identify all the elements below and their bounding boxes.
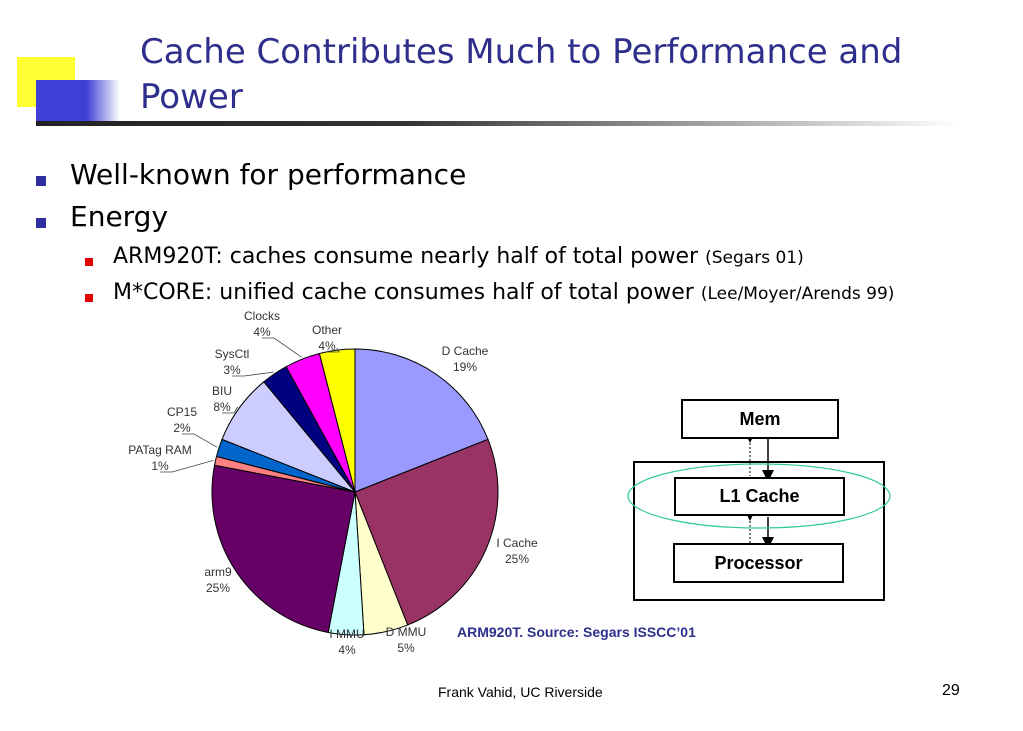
bullet-marker (36, 218, 46, 228)
bullet-performance: Well-known for performance (70, 158, 467, 191)
slide-title: Cache Contributes Much to Performance an… (140, 30, 960, 120)
sub-bullet-marker (85, 294, 93, 302)
pie-label-value: 2% (173, 421, 191, 435)
figure-caption: ARM920T. Source: Segars ISSCC’01 (457, 624, 696, 640)
footer-author: Frank Vahid, UC Riverside (438, 684, 603, 700)
l1-cache-box: L1 Cache (674, 477, 845, 516)
pie-label-name: SysCtl (215, 347, 250, 361)
pie-slice-d-cache (354, 348, 489, 493)
slide-title-line2: Power (140, 77, 243, 117)
power-pie-chart: D Cache 19% I Cache 25% D MMU 5% I MMU 4% arm9 25… (128, 309, 538, 657)
pie-label-value: 25% (206, 581, 230, 595)
pie-leader-line (262, 337, 302, 358)
pie-label-name: PATag RAM (128, 443, 192, 457)
processor-box: Processor (673, 543, 844, 583)
pie-label-value: 1% (151, 459, 169, 473)
sub-bullet-source: (Segars 01) (705, 248, 804, 268)
title-underline (36, 121, 960, 126)
slide-title-line1: Cache Contributes Much to Performance an… (140, 32, 903, 72)
pie-slice-arm9 (211, 464, 356, 634)
mem-box: Mem (681, 399, 839, 439)
pie-label-name: Clocks (244, 309, 280, 323)
sub-bullet-text: M*CORE: unified cache consumes half of t… (113, 280, 694, 305)
pie-leader-line (160, 460, 214, 473)
pie-label-value: 8% (213, 400, 231, 414)
pie-label-value: 25% (505, 552, 529, 566)
pie-leader-line (222, 406, 239, 414)
pie-label-value: 4% (338, 643, 356, 657)
sub-bullet-marker (85, 258, 93, 266)
bullet-energy: Energy (70, 200, 169, 233)
pie-leader-line (232, 371, 274, 377)
page-number: 29 (942, 682, 960, 699)
chip-boundary (633, 461, 885, 601)
pie-label-name: arm9 (204, 565, 232, 579)
pie-label-name: I Cache (496, 536, 538, 550)
pie-label-value: 3% (223, 363, 241, 377)
pie-label-name: CP15 (167, 405, 197, 419)
decor-blue-square (36, 80, 120, 122)
pie-label-value: 19% (453, 360, 477, 374)
diagram-connectors (746, 435, 774, 549)
l1-highlight-ellipse (627, 463, 891, 529)
pie-label-value: 5% (397, 641, 415, 655)
bullet-marker (36, 176, 46, 186)
pie-leader-line (182, 433, 218, 448)
sub-bullet-text: ARM920T: caches consume nearly half of t… (113, 244, 699, 269)
pie-label-name: D Cache (442, 344, 489, 358)
pie-label-value: 4% (253, 325, 271, 339)
pie-label-value: 4% (318, 339, 336, 353)
pie-slice-i-cache (354, 438, 499, 626)
sub-bullet-arm920t: ARM920T: caches consume nearly half of t… (113, 244, 804, 269)
pie-label-name: BIU (212, 384, 232, 398)
pie-slice-other (318, 348, 356, 493)
sub-bullet-source: (Lee/Moyer/Arends 99) (700, 284, 895, 304)
pie-label-name: I MMU (329, 627, 364, 641)
pie-leader-line (327, 347, 340, 353)
pie-label-name: Other (312, 323, 342, 337)
sub-bullet-mcore: M*CORE: unified cache consumes half of t… (113, 280, 894, 305)
pie-label-name: D MMU (386, 625, 427, 639)
